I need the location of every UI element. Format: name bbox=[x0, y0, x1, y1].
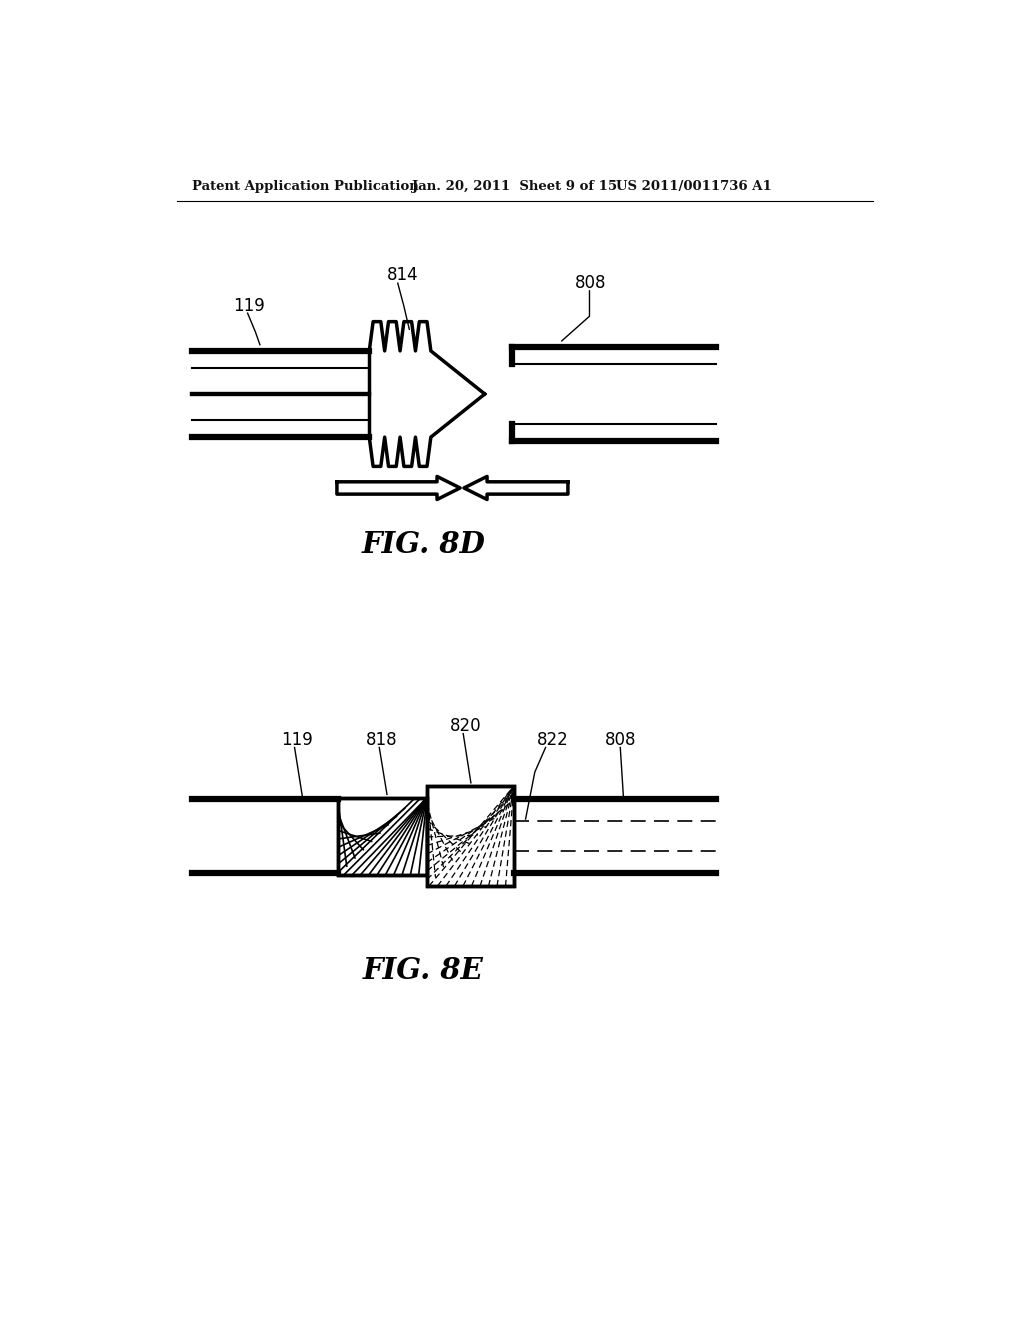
Text: 808: 808 bbox=[605, 731, 636, 748]
Text: 820: 820 bbox=[451, 717, 481, 735]
Text: FIG. 8E: FIG. 8E bbox=[362, 956, 483, 985]
Text: Jan. 20, 2011  Sheet 9 of 15: Jan. 20, 2011 Sheet 9 of 15 bbox=[412, 181, 616, 194]
Text: 822: 822 bbox=[538, 731, 569, 748]
Text: 818: 818 bbox=[367, 731, 397, 748]
Bar bbox=[427, 785, 514, 886]
Bar bbox=[339, 797, 427, 875]
Text: 119: 119 bbox=[233, 297, 265, 315]
Bar bbox=[427, 785, 514, 886]
Text: FIG. 8D: FIG. 8D bbox=[361, 531, 485, 560]
Text: US 2011/0011736 A1: US 2011/0011736 A1 bbox=[615, 181, 771, 194]
Text: 119: 119 bbox=[281, 731, 312, 748]
Text: 808: 808 bbox=[574, 275, 606, 292]
Bar bbox=[339, 797, 427, 875]
Bar bbox=[339, 797, 427, 875]
Text: Patent Application Publication: Patent Application Publication bbox=[193, 181, 419, 194]
Bar bbox=[427, 785, 514, 886]
Text: 814: 814 bbox=[387, 267, 419, 284]
Bar bbox=[339, 797, 427, 875]
